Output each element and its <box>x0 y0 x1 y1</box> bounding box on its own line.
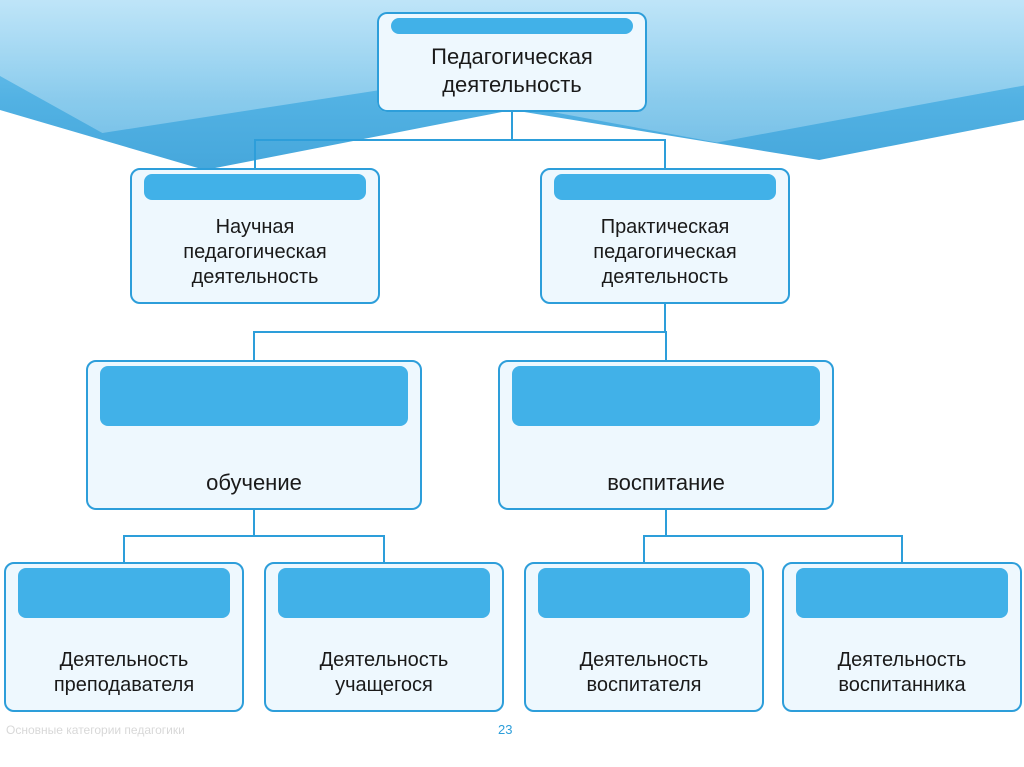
page-number: 23 <box>498 722 512 737</box>
footer-note: Основные категории педагогики <box>6 723 185 737</box>
node-root: Педагогическая деятельность <box>377 12 647 112</box>
node-tab <box>554 174 776 200</box>
node-tab <box>796 568 1008 618</box>
node-label: Деятельность воспитанника <box>790 648 1014 698</box>
connector-segment <box>254 139 666 141</box>
node-tab <box>538 568 750 618</box>
node-tab <box>144 174 366 200</box>
connector-segment <box>253 331 667 333</box>
node-label: воспитание <box>506 469 826 497</box>
node-tab <box>391 18 633 34</box>
connector-segment <box>123 535 385 537</box>
connector-segment <box>665 510 667 536</box>
connector-segment <box>383 536 385 562</box>
connector-segment <box>643 536 645 562</box>
connector-segment <box>253 332 255 360</box>
node-label: Деятельность воспитателя <box>532 648 756 698</box>
node-label: Деятельность учащегося <box>272 648 496 698</box>
node-tab <box>278 568 490 618</box>
node-teach: обучение <box>86 360 422 510</box>
node-tab <box>18 568 230 618</box>
connector-segment <box>664 304 666 332</box>
node-tab <box>512 366 820 426</box>
connector-segment <box>123 536 125 562</box>
node-t1: Деятельность преподавателя <box>4 562 244 712</box>
connector-segment <box>664 140 666 168</box>
node-u1: Деятельность воспитателя <box>524 562 764 712</box>
node-t2: Деятельность учащегося <box>264 562 504 712</box>
connector-segment <box>253 510 255 536</box>
node-label: Научная педагогическая деятельность <box>138 215 372 290</box>
node-sci: Научная педагогическая деятельность <box>130 168 380 304</box>
connector-segment <box>511 112 513 140</box>
node-upbr: воспитание <box>498 360 834 510</box>
node-tab <box>100 366 408 426</box>
connector-segment <box>901 536 903 562</box>
connector-segment <box>643 535 903 537</box>
node-prac: Практическая педагогическая деятельность <box>540 168 790 304</box>
node-label: Практическая педагогическая деятельность <box>548 215 782 290</box>
connector-segment <box>665 332 667 360</box>
node-label: обучение <box>94 469 414 497</box>
connector-segment <box>254 140 256 168</box>
node-label: Педагогическая деятельность <box>385 43 639 98</box>
node-label: Деятельность преподавателя <box>12 648 236 698</box>
node-u2: Деятельность воспитанника <box>782 562 1022 712</box>
